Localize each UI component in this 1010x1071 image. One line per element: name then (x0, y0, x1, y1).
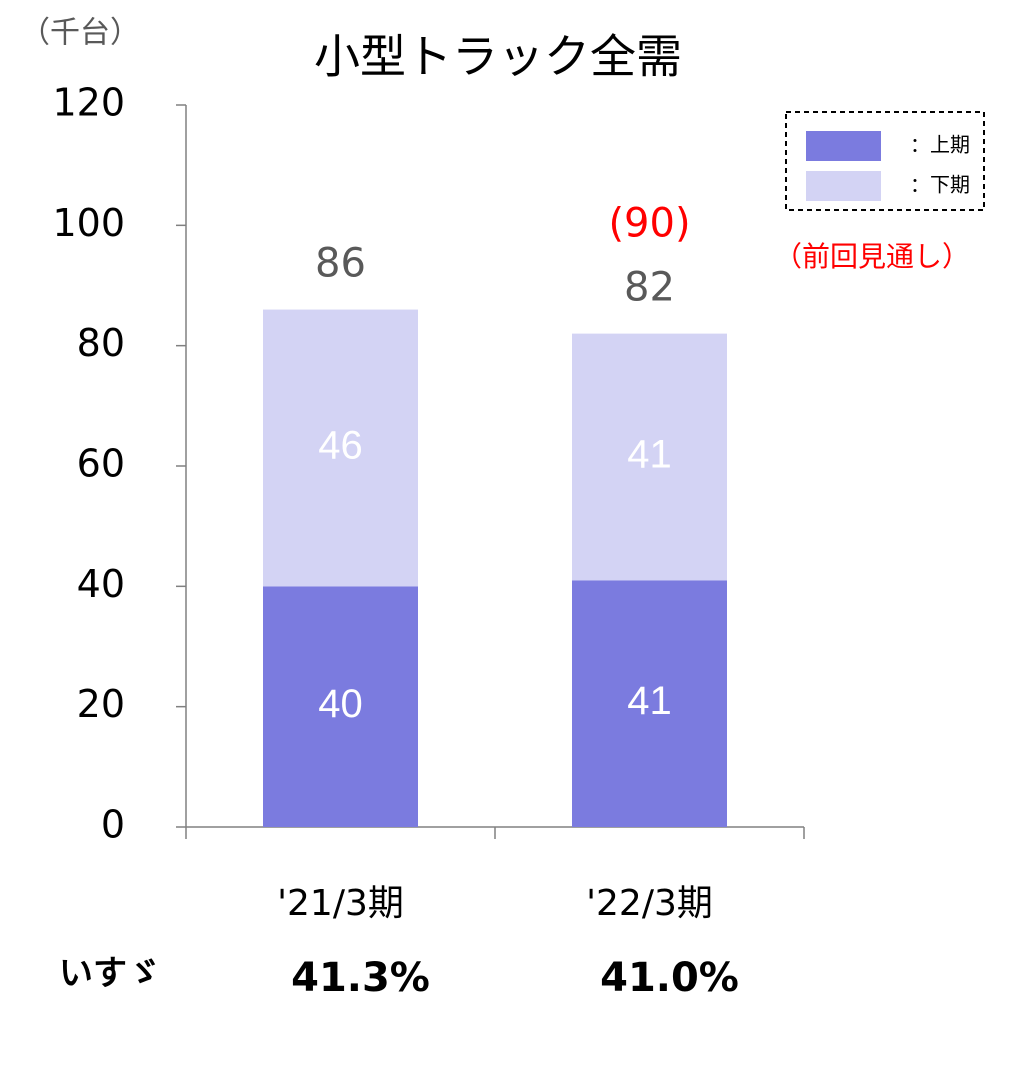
legend-swatch (806, 171, 881, 201)
segment-label: 46 (318, 424, 363, 468)
unit-label: （千台） (20, 16, 140, 51)
legend-swatch (806, 131, 881, 161)
y-tick-label: 60 (77, 442, 125, 486)
x-tick-label: '21/3期 (277, 883, 404, 924)
bar-segment (572, 333, 727, 581)
total-label: 86 (315, 241, 366, 287)
y-tick-label: 120 (52, 81, 125, 125)
forecast-note: （前回見通し） (774, 240, 970, 273)
segment-label: 40 (318, 682, 363, 726)
share-label: いすゞ (59, 954, 161, 994)
total-label: 82 (624, 265, 675, 311)
bar-segment (263, 309, 418, 587)
segment-label: 41 (627, 433, 672, 477)
segment-label: 41 (627, 679, 672, 723)
share-value: 41.0% (600, 955, 739, 1001)
y-tick-label: 80 (77, 321, 125, 365)
legend-label: ：上期 (910, 133, 970, 157)
share-value: 41.3% (291, 955, 430, 1001)
y-tick-label: 100 (52, 201, 125, 245)
forecast-label: (90) (608, 201, 690, 247)
bar-segment (263, 586, 418, 827)
x-tick-label: '22/3期 (586, 883, 713, 924)
chart-title: 小型トラック全需 (314, 30, 682, 84)
bar-segment (572, 580, 727, 827)
y-tick-label: 0 (101, 803, 125, 847)
legend-label: ：下期 (910, 173, 970, 197)
y-tick-label: 40 (77, 562, 125, 606)
legend-box (785, 111, 985, 211)
y-tick-label: 20 (77, 682, 125, 726)
